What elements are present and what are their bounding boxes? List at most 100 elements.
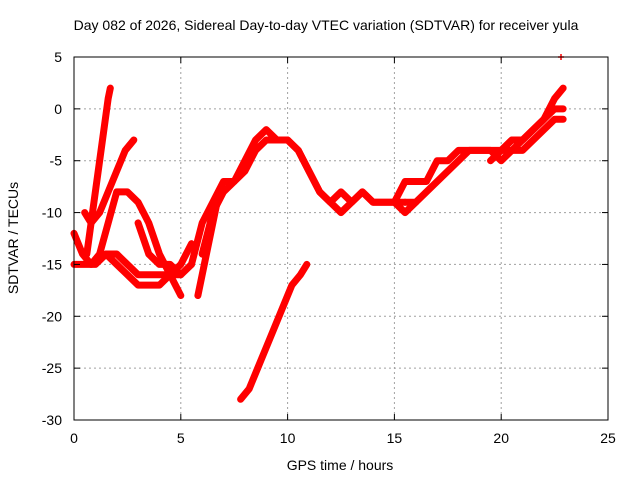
y-tick-label: -20 — [42, 308, 62, 324]
data-point — [252, 147, 259, 154]
data-point — [113, 188, 120, 195]
data-point — [487, 157, 494, 164]
x-tick-label: 0 — [70, 430, 78, 446]
data-point — [530, 136, 537, 143]
data-point — [263, 344, 270, 351]
data-point — [560, 105, 567, 112]
tick-labels: 0 5 10 15 20 25 5 0 -5 -10 -15 -20 -25 -30 — [42, 49, 616, 446]
data-point — [455, 147, 462, 154]
data-point — [338, 209, 344, 216]
chart-title: Day 082 of 2026, Sidereal Day-to-day VTE… — [74, 17, 579, 33]
data-point — [540, 116, 547, 123]
series-arc-14 — [497, 115, 567, 154]
data-point — [466, 147, 473, 154]
data-point — [105, 188, 112, 195]
data-point — [241, 168, 248, 175]
series-arc-6 — [134, 219, 195, 279]
data-point — [220, 188, 227, 195]
data-point — [560, 116, 567, 123]
data-point — [135, 271, 142, 278]
data-point — [135, 282, 142, 289]
data-point — [434, 157, 441, 164]
data-point — [220, 178, 227, 185]
data-point — [100, 126, 107, 133]
data-point — [476, 147, 483, 154]
data-point — [370, 199, 377, 206]
data-point — [167, 261, 174, 268]
data-point — [348, 199, 355, 206]
data-point — [530, 126, 537, 133]
data-point — [199, 251, 206, 258]
data-point — [498, 157, 505, 164]
series-trace — [134, 219, 195, 279]
data-point — [124, 261, 131, 268]
data-point — [423, 188, 430, 195]
data-point — [92, 188, 99, 195]
plot-frame — [73, 56, 609, 421]
data-point — [107, 85, 114, 92]
data-point — [412, 199, 419, 206]
y-tick-label: -30 — [42, 412, 62, 428]
data-point — [508, 136, 515, 143]
data-point — [79, 251, 86, 258]
data-point — [103, 251, 110, 258]
data-point — [402, 199, 409, 206]
data-point — [551, 105, 558, 112]
y-tick-label: 0 — [54, 101, 62, 117]
data-point — [113, 261, 120, 268]
data-point — [156, 251, 163, 258]
y-tick-label: 5 — [54, 49, 62, 65]
data-point — [551, 95, 558, 102]
data-point — [254, 365, 261, 372]
x-tick-label: 15 — [387, 430, 403, 446]
data-point — [540, 126, 547, 133]
data-point — [145, 282, 152, 289]
y-tick-label: -15 — [42, 256, 62, 272]
data-point — [273, 136, 280, 143]
y-axis-label: SDTVAR / TECUs — [5, 182, 21, 294]
x-axis-label: GPS time / hours — [287, 457, 394, 473]
data-point — [252, 136, 259, 143]
x-tick-label: 20 — [493, 430, 509, 446]
data-point — [271, 323, 278, 330]
data-point — [508, 147, 515, 154]
data-point — [297, 271, 304, 278]
data-point — [177, 261, 184, 268]
y-tick-label: -10 — [42, 205, 62, 221]
data-point — [113, 168, 120, 175]
data-point — [199, 271, 206, 278]
y-tick-label: -5 — [50, 153, 63, 169]
data-point — [124, 188, 131, 195]
data-point — [423, 178, 430, 185]
data-point — [455, 157, 462, 164]
x-tick-label: 10 — [280, 430, 296, 446]
data-point — [487, 147, 494, 154]
data-point — [177, 292, 184, 299]
data-point — [96, 209, 103, 216]
data-point — [81, 209, 88, 216]
data-point — [303, 261, 310, 268]
data-point — [124, 271, 131, 278]
data-point — [560, 85, 567, 92]
data-point — [96, 157, 103, 164]
data-point — [88, 219, 95, 226]
data-point — [156, 271, 163, 278]
data-point — [130, 136, 137, 143]
data-point — [434, 178, 441, 185]
data-point — [263, 126, 270, 133]
data-point — [156, 261, 163, 268]
series-arc-10 — [237, 260, 311, 403]
data-point — [359, 188, 366, 195]
data-point — [188, 261, 195, 268]
data-point — [231, 178, 238, 185]
data-point — [145, 271, 152, 278]
data-point — [92, 261, 99, 268]
data-point — [519, 147, 526, 154]
data-point — [380, 199, 387, 206]
data-point — [167, 271, 174, 278]
data-point — [444, 168, 451, 175]
data-point — [105, 95, 112, 102]
series-arc-2 — [81, 136, 138, 227]
data-point — [145, 251, 152, 258]
